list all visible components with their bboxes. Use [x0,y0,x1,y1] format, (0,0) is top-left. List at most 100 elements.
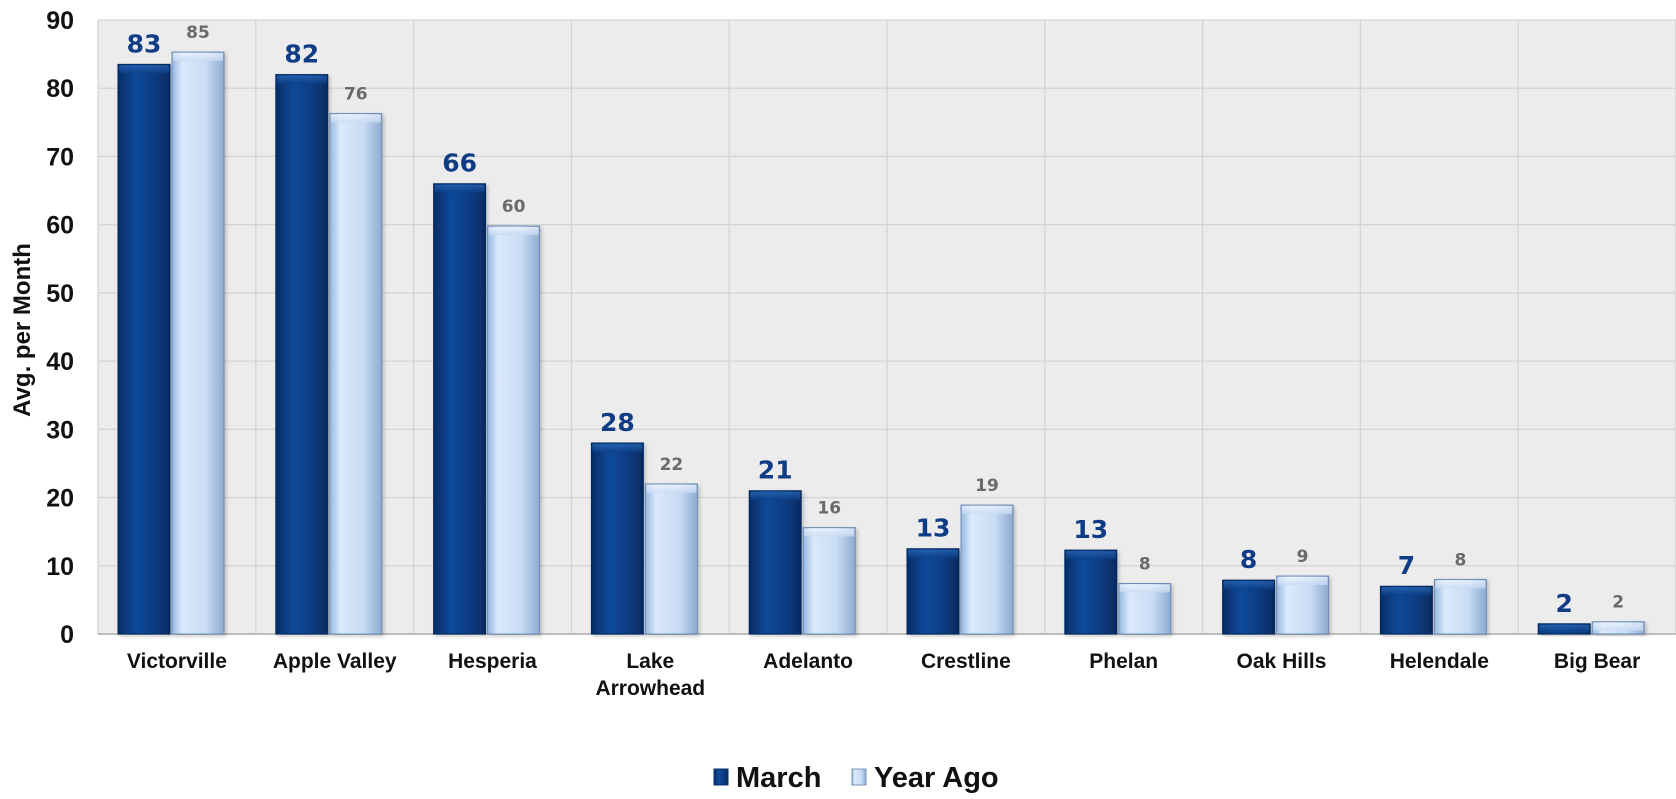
bar-march-victorville [117,63,171,635]
data-label-march: 13 [1073,515,1108,544]
data-label-march: 21 [758,456,793,485]
bar-year-ago-phelan [1118,583,1172,635]
bar-body [487,225,541,635]
x-tick-label: Victorville [127,650,227,673]
legend-label-march: March [736,762,821,794]
data-label-year-ago: 8 [1139,555,1151,575]
bars-layer [117,51,1645,635]
bar-year-ago-victorville [171,51,225,635]
bar-top-highlight [1593,622,1644,631]
bar-top-highlight [276,75,327,84]
data-label-march: 66 [442,149,477,178]
bar-body [644,483,698,635]
bar-march-helendale [1379,585,1433,635]
legend-swatch-march [713,768,729,786]
data-label-march: 83 [127,29,162,58]
bar-year-ago-lake-arrowhead [644,483,698,635]
data-label-year-ago: 9 [1297,547,1309,567]
bar-top-highlight [1223,581,1274,590]
bar-body [117,63,171,635]
bar-body [275,74,329,635]
data-label-march: 28 [600,408,635,437]
x-tick-label: Oak Hills [1237,650,1327,673]
y-tick-label: 90 [46,7,74,35]
data-label-march: 13 [916,514,951,543]
y-tick-label: 10 [46,553,74,581]
bar-year-ago-apple-valley [329,112,383,635]
bar-body [590,442,644,635]
bar-march-apple-valley [275,74,329,635]
bar-top-highlight [592,443,643,452]
bar-march-phelan [1064,549,1118,635]
x-tick-label: Phelan [1089,650,1158,673]
bar-body [802,527,856,635]
y-tick-label: 0 [60,621,74,649]
data-label-march: 7 [1398,551,1415,580]
data-label-year-ago: 2 [1612,593,1624,613]
bar-march-adelanto [748,490,802,635]
bar-march-crestline [906,548,960,635]
y-tick-label: 40 [46,348,74,376]
bar-body [1064,549,1118,635]
bar-top-highlight [1539,624,1590,633]
bar-year-ago-oak-hills [1276,575,1330,635]
bar-top-highlight [119,65,169,74]
bar-top-highlight [1435,580,1486,589]
x-tick-label: Lake Arrowhead [595,650,705,700]
bar-body [1433,578,1487,635]
data-label-march: 2 [1555,589,1572,618]
bar-top-highlight [434,184,485,193]
bar-top-highlight [173,53,223,62]
bar-top-highlight [962,506,1012,515]
data-label-year-ago: 60 [502,197,526,217]
y-tick-label: 70 [46,143,74,171]
data-label-year-ago: 85 [186,23,210,43]
bar-year-ago-big-bear [1591,621,1645,635]
x-tick-label: Apple Valley [273,650,397,673]
bar-body [171,51,225,635]
legend: March Year Ago [713,762,999,794]
x-tick-label: Hesperia [448,650,537,673]
x-tick-label: Adelanto [763,650,853,673]
bar-march-hesperia [433,183,487,635]
y-tick-label: 50 [46,280,74,308]
legend-label-year-ago: Year Ago [874,762,999,794]
bar-year-ago-hesperia [487,225,541,635]
bar-top-highlight [646,484,697,493]
bar-year-ago-adelanto [802,527,856,635]
y-tick-label: 20 [46,485,74,513]
bar-top-highlight [330,114,381,123]
bar-march-big-bear [1537,623,1591,635]
bar-top-highlight [750,491,801,500]
x-tick-label: Big Bear [1554,650,1640,673]
bar-body [329,112,383,635]
bar-top-highlight [1119,584,1170,593]
y-axis-title: Avg. per Month [9,243,36,417]
data-label-march: 82 [284,40,319,69]
bar-body [906,548,960,635]
bar-body [960,504,1014,635]
legend-swatch-year-ago [851,768,867,786]
bar-top-highlight [1277,577,1328,586]
bar-top-highlight [804,528,855,537]
bar-body [1276,575,1330,635]
data-label-year-ago: 19 [975,476,999,496]
data-label-year-ago: 16 [817,499,841,519]
data-label-year-ago: 22 [660,455,684,475]
y-tick-label: 80 [46,75,74,103]
x-tick-label: Helendale [1390,650,1489,673]
y-tick-label: 30 [46,416,74,444]
bar-top-highlight [488,227,539,236]
bar-top-highlight [1381,587,1432,596]
y-tick-label: 60 [46,212,74,240]
bar-year-ago-helendale [1433,578,1487,635]
labels-layer: 0 10 20 30 40 50 60 70 80 90 Victorville 83 85 Apple … [46,7,1640,700]
bar-top-highlight [908,549,958,558]
data-label-year-ago: 76 [344,84,368,104]
bar-top-highlight [1065,551,1116,560]
bar-body [433,183,487,635]
x-tick-label: Crestline [921,650,1011,673]
data-label-year-ago: 8 [1454,550,1466,570]
